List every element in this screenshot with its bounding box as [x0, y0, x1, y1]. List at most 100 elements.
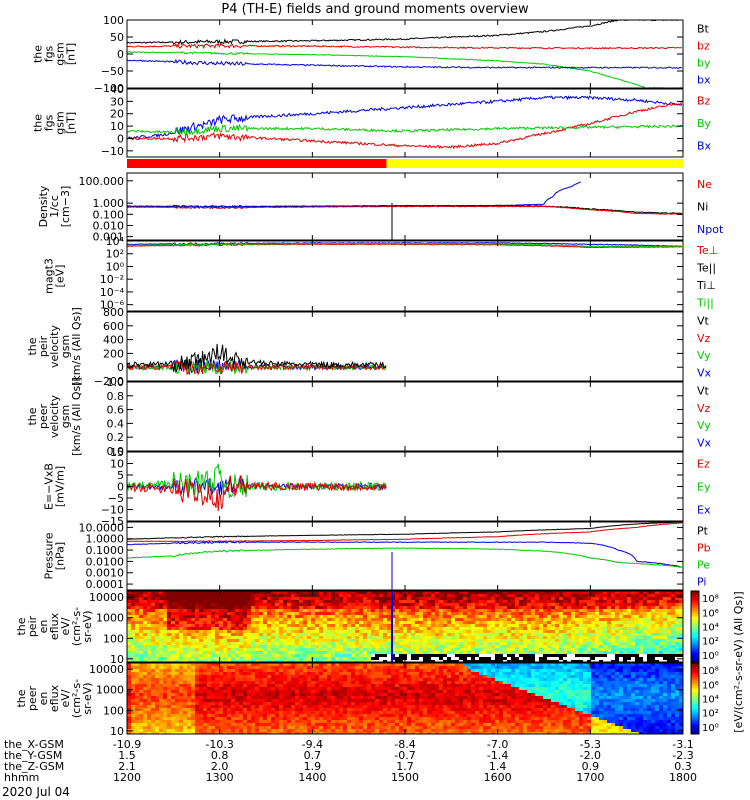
x-tick-label: 2.1: [118, 760, 136, 773]
x-tick-label: 1.5: [118, 749, 136, 762]
y-tick-label: 0.0: [107, 445, 125, 458]
series-pi: [127, 540, 682, 568]
y-axis-label: the: [32, 114, 45, 132]
y-axis-label: magt3: [43, 258, 56, 294]
y-axis-label: [nPa]: [54, 542, 67, 570]
legend-ez: Ez: [697, 458, 710, 471]
y-axis-label: the: [15, 617, 28, 635]
x-row-label: the_Y-GSM: [4, 749, 62, 762]
y-tick-label: 0.4: [107, 417, 125, 430]
x-row-label: the_X-GSM: [4, 738, 64, 751]
colorbar-tick-label: 10⁴: [702, 695, 719, 706]
colorbar: 10⁸ 10⁶ 10⁴ 10² 10⁰: [690, 590, 719, 663]
legend-vz: Vz: [697, 332, 711, 345]
y-axis-label: gsm: [59, 405, 72, 428]
legend-vx: Vx: [697, 366, 712, 379]
colorbar-tick-label: 10⁰: [702, 723, 719, 734]
x-tick-label: 0.3: [674, 760, 692, 773]
colorbar-frame: [690, 662, 700, 735]
legend-bz: Bz: [697, 94, 711, 107]
legend-vz: Vz: [697, 402, 711, 415]
y-tick-label: 10⁴: [106, 235, 125, 248]
panel-peir-eflux: 10⁸ 10⁶ 10⁴ 10² 10⁰ 10000 1000 100 10 thepeirenef…: [15, 590, 719, 666]
y-axis-label: sr-eV): [81, 682, 94, 714]
series-ne: [127, 205, 682, 216]
x-tick-label: 1600: [484, 771, 512, 784]
spectrogram-image: [127, 591, 683, 662]
legend-by: by: [697, 57, 711, 70]
panel-frame: [126, 240, 684, 312]
x-tick-label: -3.1: [672, 738, 693, 751]
y-tick-label: 0: [117, 361, 124, 374]
y-tick-label: 400: [103, 334, 124, 347]
y-tick-label: 10000: [89, 591, 124, 604]
legend-bt: Bt: [697, 23, 710, 36]
panel-density: 100.000 1.0000.1000.0100.001 Density1/cc[c…: [37, 172, 724, 244]
y-tick-label: 10⁰: [106, 260, 125, 273]
colorbar-tick-label: 10²: [702, 709, 719, 720]
date-label: 2020 Jul 04: [2, 785, 70, 799]
x-tick-label: 1200: [113, 771, 141, 784]
legend-vy: Vy: [697, 349, 711, 362]
y-tick-label: −200: [94, 375, 124, 388]
chart-title: P4 (TH-E) fields and ground moments over…: [221, 2, 529, 17]
y-tick-label: 0.6: [107, 404, 125, 417]
y-tick-label: −10: [101, 504, 124, 517]
colorbar-tick-label: 10⁶: [702, 680, 719, 691]
legend-ex: Ex: [697, 504, 711, 517]
x-tick-label: -2.0: [580, 749, 601, 762]
y-axis-label: [eV]: [54, 265, 67, 288]
mode-bar-segment: [127, 159, 387, 168]
y-tick-label: 20: [110, 108, 124, 121]
x-tick-label: -1.4: [487, 749, 508, 762]
y-tick-label: 600: [103, 320, 124, 333]
legend-ti⊥: Ti⊥: [696, 279, 716, 292]
legend-npot: Npot: [697, 223, 724, 236]
y-axis-label: peer: [26, 686, 39, 712]
panel-peer-velocity: 1.00.80.60.40.20.0 thepeervelocitygsm[km/…: [26, 376, 712, 458]
x-tick-label: 1500: [391, 771, 419, 784]
colorbar-tick-label: 10⁴: [702, 623, 719, 634]
colorbar-tick-label: 10⁶: [702, 608, 719, 619]
y-tick-label: 10: [110, 120, 124, 133]
y-axis-label: Density: [37, 185, 50, 227]
x-tick-label: -0.7: [394, 749, 415, 762]
y-axis-label: the: [32, 45, 45, 63]
legend-ne: Ne: [697, 178, 712, 191]
y-axis-label: en: [37, 692, 50, 706]
y-axis-label: gsm: [54, 42, 67, 65]
legend-vt: Vt: [697, 315, 710, 328]
y-axis-label: the: [26, 407, 39, 425]
x-axis: 2020 Jul 04 the_X-GSM -10.9 -10.3 -9.4 -8.4-…: [2, 738, 697, 799]
y-tick-label: −50: [101, 65, 124, 78]
x-tick-label: 2.0: [211, 760, 229, 773]
x-tick-label: 1400: [298, 771, 326, 784]
y-axis-label: E=−VxB: [43, 463, 56, 510]
y-tick-label: 1.000: [93, 197, 125, 210]
y-axis-label: Pressure: [43, 532, 56, 579]
legend-bx: Bx: [697, 140, 712, 153]
series-by: [127, 51, 682, 88]
series-pt: [127, 522, 682, 540]
legend-ey: Ey: [697, 481, 711, 494]
colorbar-tick-label: 10⁸: [702, 594, 719, 605]
panel-peer-eflux: 10⁸ 10⁶ 10⁴ 10² 10⁰ 10000 1000 100 10 thepeerenef…: [15, 662, 719, 738]
y-axis-label: (cm²-s-: [70, 679, 83, 718]
y-tick-label: 30: [110, 95, 124, 108]
series-ez: [127, 475, 387, 512]
y-axis-label: [km/s (All Qs)]: [70, 307, 83, 386]
y-tick-label: 200: [103, 347, 124, 360]
y-tick-label: −15: [101, 515, 124, 528]
y-axis-label: peer: [37, 404, 50, 430]
y-tick-label: 0.0010: [86, 567, 125, 580]
series-vz: [127, 359, 387, 376]
y-tick-label: 10.0000: [79, 521, 125, 534]
x-tick-label: 1800: [669, 771, 697, 784]
y-axis-label: (cm²-s-: [70, 607, 83, 646]
mode-bar-segment: [386, 159, 683, 168]
